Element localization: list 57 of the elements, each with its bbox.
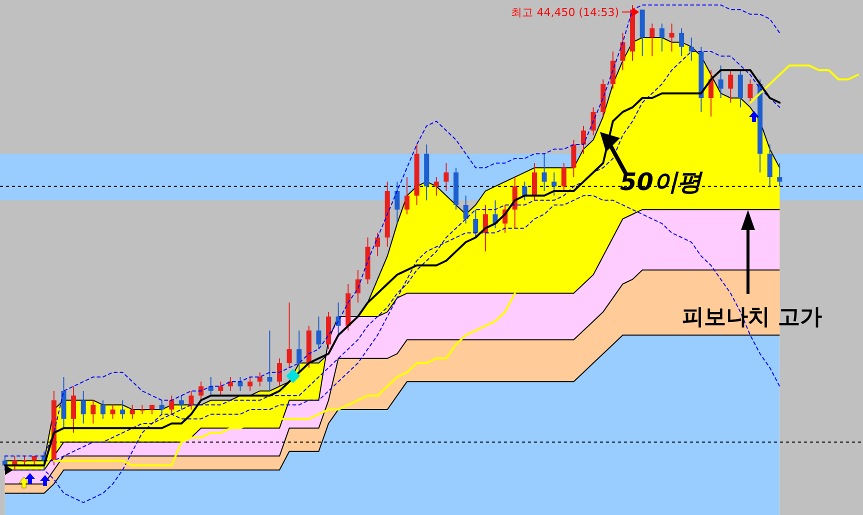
- candlestick: [552, 172, 557, 196]
- candlestick: [100, 400, 106, 420]
- candlestick: [267, 330, 272, 392]
- candlestick: [22, 456, 28, 466]
- candlestick: [571, 139, 576, 178]
- candlestick: [708, 70, 714, 118]
- candlestick: [286, 302, 292, 368]
- candlestick: [198, 381, 204, 401]
- annotation: 50이평: [620, 168, 704, 196]
- candlestick: [140, 404, 145, 415]
- candlestick: [404, 176, 410, 215]
- candlestick: [659, 23, 664, 52]
- candlestick: [394, 181, 400, 224]
- candlestick: [777, 162, 782, 187]
- candlestick: [650, 23, 655, 57]
- candlestick: [561, 162, 566, 192]
- candlestick: [71, 386, 76, 434]
- candlestick: [581, 125, 586, 154]
- candlestick: [188, 390, 194, 410]
- annotation: 피보나치 고가: [682, 305, 822, 330]
- candlestick: [316, 316, 322, 350]
- candlestick: [130, 404, 135, 420]
- candlestick: [688, 37, 694, 62]
- candlestick: [738, 70, 743, 108]
- candlestick: [218, 381, 224, 396]
- candlestick: [2, 456, 8, 470]
- candlestick: [610, 51, 616, 90]
- candlestick: [542, 153, 547, 192]
- candlestick: [228, 376, 233, 392]
- candlestick: [463, 195, 468, 224]
- candlestick: [620, 32, 626, 71]
- candlestick: [296, 330, 302, 373]
- candlestick: [728, 70, 734, 104]
- candlestick: [178, 395, 184, 410]
- candlestick: [110, 404, 116, 420]
- candlestick: [444, 162, 449, 192]
- candlestick: [169, 395, 174, 415]
- annotation: 최고 44,450 (14:53): [511, 6, 619, 19]
- candlestick: [32, 456, 37, 466]
- candlestick: [590, 106, 596, 136]
- candlestick: [434, 176, 439, 196]
- candlestick: [80, 390, 86, 424]
- candlestick: [473, 209, 478, 238]
- candlestick: [120, 400, 126, 420]
- candlestick: [276, 358, 282, 387]
- candlestick: [748, 78, 753, 104]
- candlestick: [718, 64, 724, 98]
- candlestick: [257, 372, 262, 387]
- candlestick: [159, 400, 164, 415]
- candlestick: [669, 23, 674, 52]
- candlestick: [90, 400, 96, 424]
- candlestick: [238, 376, 243, 392]
- candlestick: [767, 144, 772, 187]
- candlestick: [532, 162, 537, 201]
- candlestick: [375, 232, 380, 257]
- candlestick: [679, 28, 684, 57]
- candlestick: [248, 376, 253, 392]
